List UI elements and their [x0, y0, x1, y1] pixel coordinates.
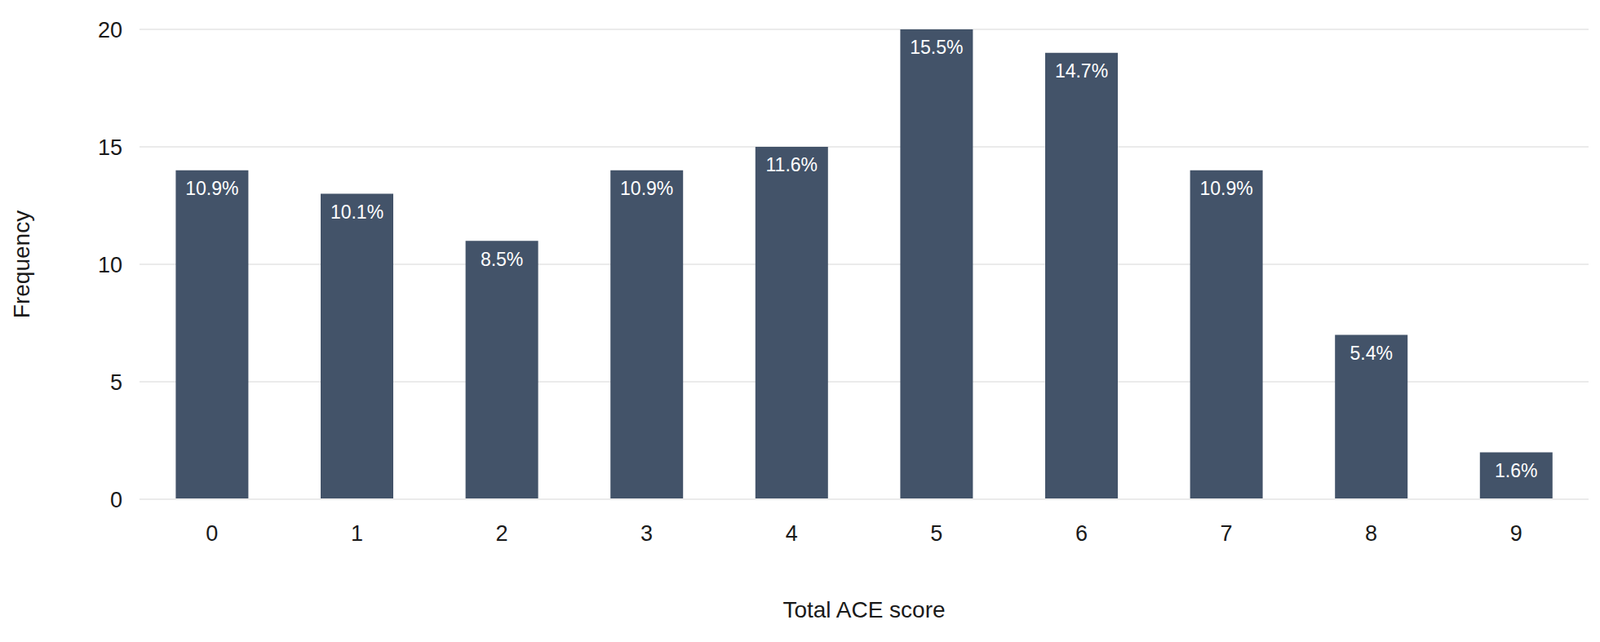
svg-text:6: 6 [1075, 521, 1088, 546]
svg-text:10.9%: 10.9% [620, 177, 674, 200]
svg-text:5: 5 [930, 521, 943, 546]
svg-text:2: 2 [495, 521, 508, 546]
svg-text:7: 7 [1219, 521, 1233, 546]
svg-text:10.9%: 10.9% [185, 177, 239, 200]
svg-text:20: 20 [97, 17, 123, 43]
svg-text:15: 15 [97, 135, 123, 160]
svg-text:10: 10 [97, 252, 123, 278]
svg-text:8.5%: 8.5% [480, 248, 523, 271]
svg-text:5: 5 [110, 370, 123, 395]
svg-text:8: 8 [1365, 521, 1378, 546]
svg-text:0: 0 [205, 521, 218, 546]
svg-text:3: 3 [640, 521, 653, 546]
svg-text:10.1%: 10.1% [330, 201, 384, 223]
svg-text:Total ACE score: Total ACE score [782, 597, 945, 623]
svg-text:10.9%: 10.9% [1199, 177, 1253, 200]
svg-text:15.5%: 15.5% [909, 36, 963, 58]
svg-text:11.6%: 11.6% [766, 154, 819, 176]
svg-text:Frequency: Frequency [8, 210, 35, 319]
svg-text:1.6%: 1.6% [1494, 460, 1538, 482]
svg-text:14.7%: 14.7% [1054, 60, 1109, 82]
svg-text:9: 9 [1510, 521, 1523, 546]
svg-text:4: 4 [785, 521, 798, 546]
svg-text:5.4%: 5.4% [1349, 342, 1392, 364]
svg-text:0: 0 [110, 487, 123, 513]
svg-text:1: 1 [350, 521, 364, 546]
